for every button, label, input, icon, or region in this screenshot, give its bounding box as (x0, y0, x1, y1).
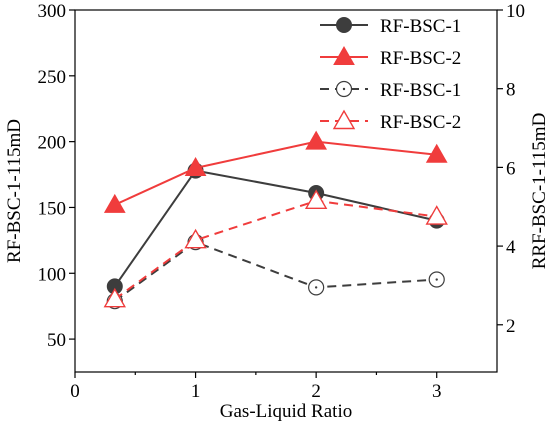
x-tick-label: 3 (432, 381, 442, 402)
legend-entry-4: RF-BSC-2 (320, 109, 461, 133)
x-tick-label: 1 (191, 381, 201, 402)
series-4-point (103, 287, 126, 308)
legend-marker-center (342, 87, 346, 91)
y-axis-left-title: RF-BSC-1-115mD (4, 119, 25, 263)
legend-marker (336, 17, 352, 33)
axes-layer: 0 1 2 3 50 100 150 200 250 300 2 4 6 8 10 (38, 1, 526, 402)
series-4 (103, 189, 448, 308)
series-2 (103, 130, 448, 213)
y-left-tick-label: 200 (38, 133, 67, 154)
y-left-tick-label: 300 (38, 1, 67, 22)
y-right-tick-label: 10 (506, 1, 525, 22)
series-1 (106, 162, 445, 295)
legend-entry-1: RF-BSC-1 (320, 16, 461, 37)
legend-label: RF-BSC-1 (380, 80, 461, 101)
y-right-tick-label: 8 (506, 80, 516, 101)
series-3-point-center (435, 278, 438, 281)
y-right-tick-label: 6 (506, 158, 516, 179)
series-2-point (425, 143, 448, 163)
x-tick-label: 2 (311, 381, 321, 402)
y-left-tick-label: 100 (38, 264, 67, 285)
x-tick-label: 0 (70, 381, 80, 402)
series-2-point (305, 130, 328, 150)
legend-entry-3: RF-BSC-1 (320, 80, 461, 101)
x-axis-title: Gas-Liquid Ratio (220, 401, 352, 422)
legend-label: RF-BSC-2 (380, 48, 461, 69)
series-2-point (103, 193, 126, 213)
y-left-tick-label: 50 (47, 330, 66, 351)
series-4-point (425, 205, 448, 225)
y-left-tick-label: 150 (38, 198, 67, 219)
legend-entry-2: RF-BSC-2 (320, 45, 461, 69)
series-3 (106, 234, 445, 310)
legend-marker (332, 109, 356, 130)
series-2-point (184, 156, 207, 176)
y-right-tick-label: 2 (506, 316, 516, 337)
series-3-point-center (314, 286, 318, 289)
legend: RF-BSC-1 RF-BSC-2 RF-BSC-1 RF-BSC-2 (320, 16, 461, 133)
series-3-line (114, 241, 437, 302)
y-axis-right-title: RRF-BSC-1-115mD (529, 113, 550, 270)
series-4-point (184, 228, 207, 249)
legend-marker (333, 45, 355, 65)
series-2-line (114, 140, 437, 206)
series-4-point (304, 189, 328, 210)
legend-label: RF-BSC-2 (380, 112, 461, 133)
y-right-tick-label: 4 (506, 237, 516, 258)
legend-label: RF-BSC-1 (380, 16, 461, 37)
y-left-tick-label: 250 (38, 67, 67, 88)
series-1-line (113, 169, 437, 288)
series-4-line (114, 199, 437, 301)
plot-layer (103, 130, 448, 310)
plot-frame (74, 9, 498, 373)
